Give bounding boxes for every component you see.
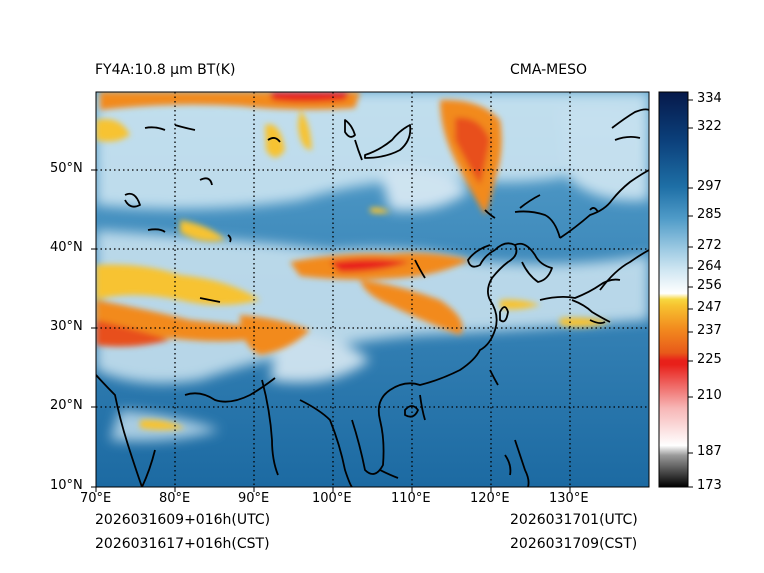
colorbar-label-225: 225 (697, 352, 722, 367)
colorbar-label-285: 285 (697, 207, 722, 222)
init-time-cst: 2026031617+016h(CST) (95, 536, 270, 552)
colorbar (658, 91, 693, 488)
init-time-utc: 2026031609+016h(UTC) (95, 512, 271, 528)
colorbar-label-322: 322 (697, 119, 722, 134)
colorbar-label-173: 173 (697, 478, 722, 493)
valid-time-cst: 2026031709(CST) (510, 536, 638, 552)
lon-label-130e: 130°E (549, 491, 589, 506)
lat-label-20n: 20°N (50, 398, 83, 413)
colorbar-label-272: 272 (697, 238, 722, 253)
lat-label-40n: 40°N (50, 240, 83, 255)
colorbar-label-334: 334 (697, 91, 722, 106)
colorbar-label-256: 256 (697, 278, 722, 293)
colorbar-label-264: 264 (697, 259, 722, 274)
colorbar-label-210: 210 (697, 388, 722, 403)
lat-label-50n: 50°N (50, 161, 83, 176)
colorbar-label-247: 247 (697, 300, 722, 315)
colorbar-label-297: 297 (697, 179, 722, 194)
map-frame (95, 91, 650, 488)
lon-label-80e: 80°E (159, 491, 191, 506)
colorbar-label-237: 237 (697, 323, 722, 338)
model-name: CMA-MESO (510, 62, 588, 78)
lon-label-100e: 100°E (312, 491, 352, 506)
map-title: FY4A:10.8 µm BT(K) (95, 62, 236, 78)
lon-label-120e: 120°E (470, 491, 510, 506)
lat-label-10n: 10°N (50, 478, 83, 493)
lon-label-70e: 70°E (80, 491, 112, 506)
valid-time-utc: 2026031701(UTC) (510, 512, 638, 528)
lon-label-110e: 110°E (391, 491, 431, 506)
lat-label-30n: 30°N (50, 319, 83, 334)
colorbar-label-187: 187 (697, 444, 722, 459)
lon-label-90e: 90°E (238, 491, 270, 506)
satellite-image (96, 92, 649, 487)
